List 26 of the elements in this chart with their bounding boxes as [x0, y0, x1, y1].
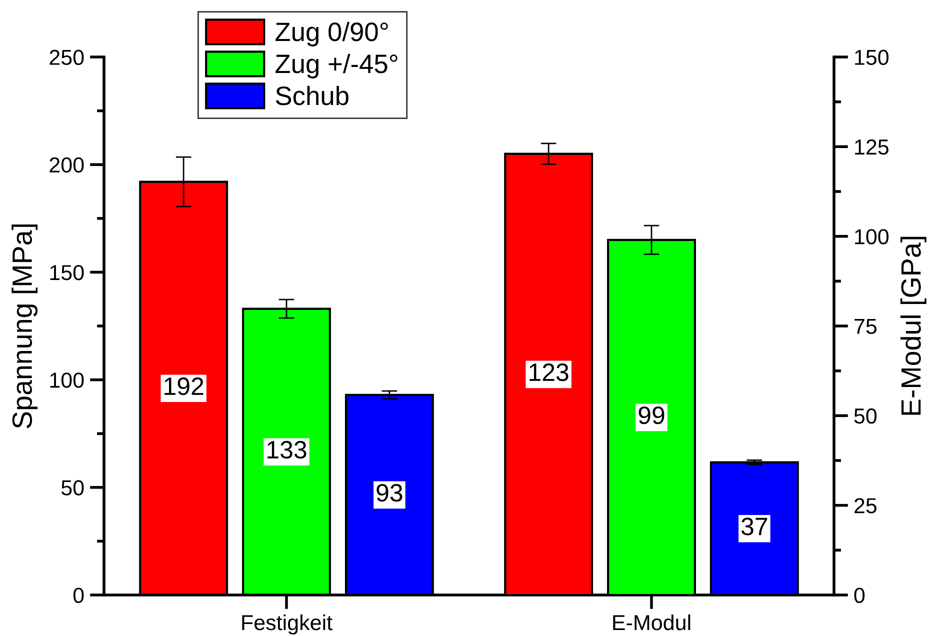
y2-tick-label: 75	[854, 318, 876, 334]
y2-tick-label: 0	[854, 588, 865, 604]
y2-tick-label: 25	[854, 498, 876, 514]
data-label: 99	[638, 406, 664, 424]
y-axis-title: Spannung [MPa]	[12, 224, 38, 428]
y2-tick-label: 125	[855, 139, 888, 155]
y-tick-label: 50	[61, 480, 84, 496]
legend-label: Zug 0/90°	[276, 22, 388, 46]
legend-label: Zug +/-45°	[276, 54, 398, 78]
legend-label: Schub	[276, 86, 348, 106]
data-label: 93	[376, 484, 402, 502]
data-label: 37	[741, 518, 768, 536]
x-tick-label: E-Modul	[613, 614, 690, 630]
x-tick-label: Festigkeit	[242, 614, 332, 635]
y-tick-label: 250	[50, 50, 84, 66]
y-tick-label: 0	[73, 588, 84, 604]
y2-tick-label: 50	[854, 408, 877, 424]
data-label: 192	[164, 377, 204, 396]
data-label: 133	[268, 440, 306, 459]
y2-axis-title: E-Modul [GPa]	[900, 236, 926, 415]
y-tick-label: 200	[50, 157, 84, 173]
y-tick-label: 100	[50, 372, 84, 388]
y2-tick-label: 150	[855, 50, 889, 66]
y-tick-label: 150	[50, 264, 84, 280]
data-label: 123	[530, 363, 568, 382]
y2-tick-label: 100	[855, 229, 889, 244]
